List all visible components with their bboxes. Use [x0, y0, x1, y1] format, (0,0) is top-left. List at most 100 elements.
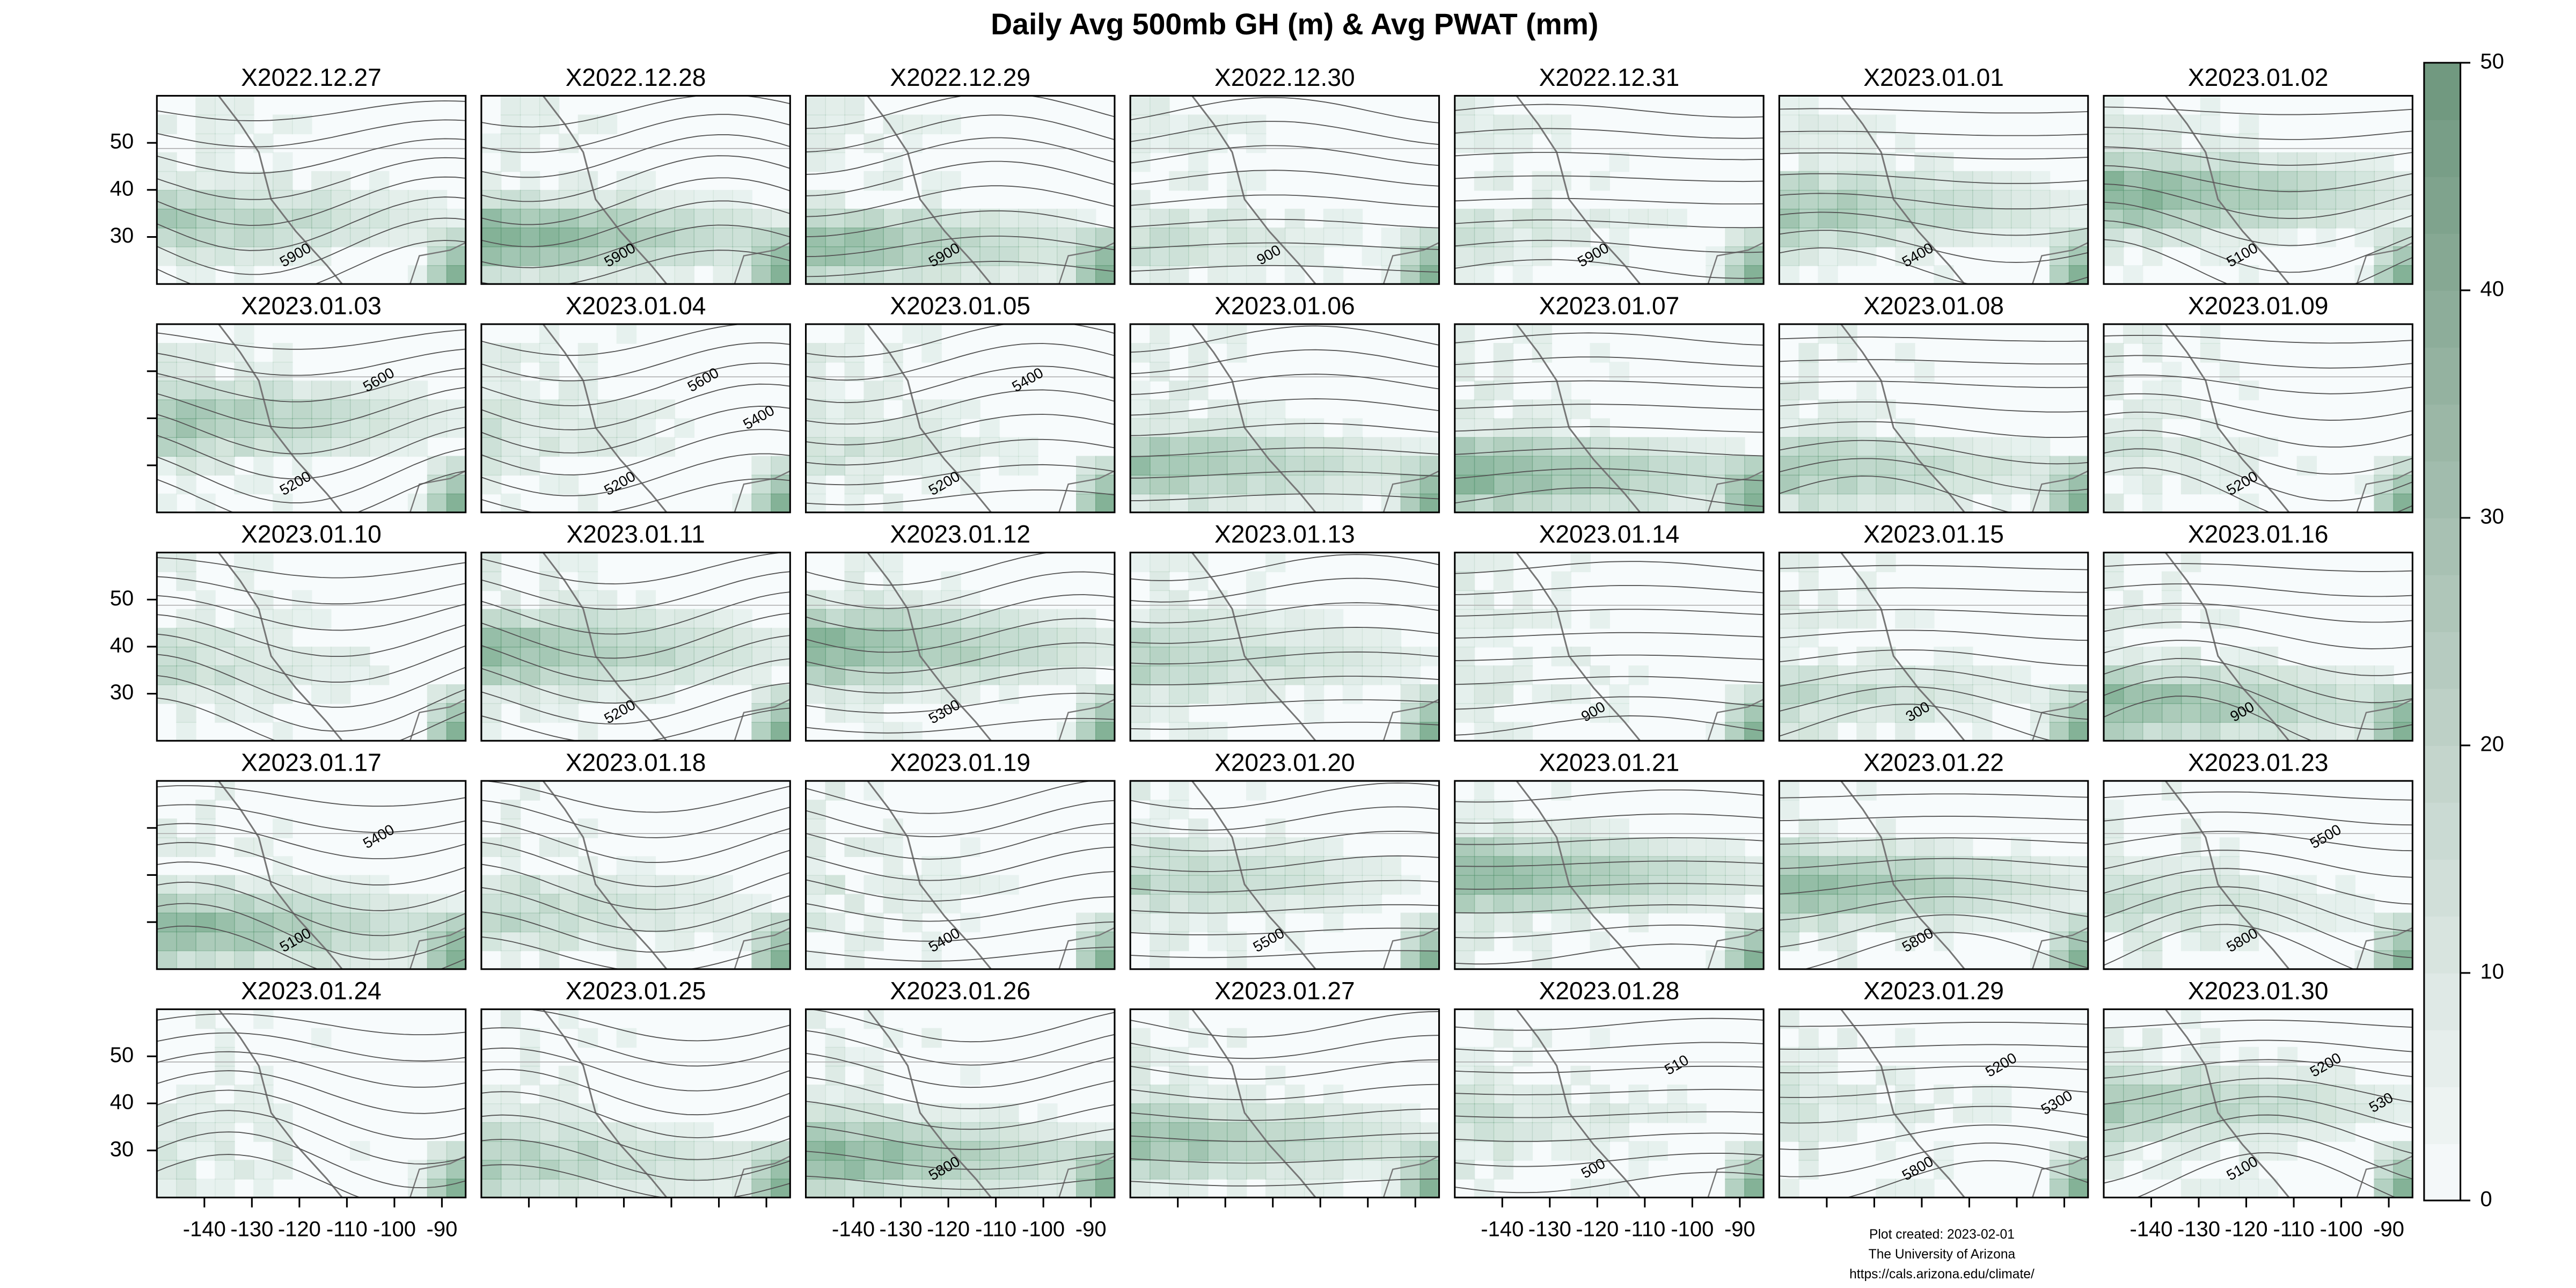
- shading-cell: [825, 781, 845, 801]
- shading-cell: [1454, 324, 1475, 344]
- shading-cell: [195, 1179, 216, 1198]
- shading-cell: [500, 96, 521, 116]
- shading-cell: [427, 246, 448, 266]
- shading-cell: [2142, 343, 2163, 363]
- shading-cell: [732, 646, 752, 667]
- shading-cell: [215, 950, 235, 969]
- shading-cell: [1130, 208, 1151, 229]
- shading-cell: [941, 114, 961, 135]
- shading-cell: [2010, 208, 2031, 229]
- shading-cell: [1284, 208, 1305, 229]
- shading-cell: [2030, 228, 2051, 247]
- contour-line: [806, 946, 1115, 962]
- shading-cell: [2374, 1160, 2394, 1180]
- contour-line: [157, 386, 466, 429]
- shading-cell: [2142, 1122, 2163, 1142]
- shading-cell: [1609, 493, 1629, 513]
- shading-cell: [292, 665, 312, 685]
- contour-line: [481, 200, 791, 247]
- shading-cell: [1323, 474, 1344, 495]
- contour-line: [1130, 1108, 1439, 1121]
- coastline: [1707, 699, 1764, 741]
- shading-cell: [2258, 208, 2279, 229]
- shading-cell: [655, 189, 676, 210]
- contour-line: [1130, 170, 1439, 187]
- shading-cell: [481, 552, 502, 573]
- shading-cell: [1837, 208, 1857, 229]
- contour-line: [2104, 791, 2413, 801]
- shading-cell: [519, 133, 540, 153]
- shading-cell: [1779, 590, 1799, 610]
- shading-cell: [157, 152, 177, 172]
- shading-cell: [806, 837, 826, 857]
- shading-cell: [863, 875, 884, 895]
- shading-cell: [1304, 1160, 1324, 1180]
- shading-cell: [539, 1084, 560, 1104]
- shading-cell: [1779, 189, 1799, 210]
- shading-cell: [1342, 627, 1363, 648]
- shading-cell: [2161, 912, 2182, 933]
- shading-cell: [732, 228, 752, 247]
- x-tick-label: -100: [373, 1217, 416, 1241]
- shading-cell: [1474, 133, 1495, 153]
- shading-cell: [751, 1141, 772, 1161]
- shading-cell: [407, 228, 428, 247]
- shading-cell: [1667, 1103, 1687, 1123]
- shading-cell: [2142, 171, 2163, 191]
- contour-line: [1130, 471, 1439, 479]
- shading-cell: [2277, 1084, 2298, 1104]
- shading-cell: [1609, 208, 1629, 229]
- shading-cell: [2180, 1046, 2201, 1067]
- shading-cell: [1493, 912, 1514, 933]
- footer-text: Plot created: 2023-02-01: [1869, 1227, 2015, 1242]
- contour-line: [2104, 850, 2413, 878]
- contour-line: [806, 464, 1115, 486]
- shading-cell: [1991, 228, 2012, 247]
- shading-cell: [215, 343, 235, 363]
- shading-cell: [500, 133, 521, 153]
- shading-cell: [1551, 856, 1572, 876]
- contour-line: [157, 861, 466, 911]
- shading-cell: [1590, 665, 1610, 685]
- shading-cell: [2180, 228, 2201, 247]
- shading-cell: [1057, 1141, 1077, 1161]
- contour-line: [157, 470, 466, 513]
- contour-line: [1130, 1059, 1439, 1080]
- shading-cell: [1551, 818, 1572, 838]
- contour-line: [481, 1139, 791, 1181]
- shading-cell: [1991, 1084, 2012, 1104]
- shading-cell: [1284, 646, 1305, 667]
- shading-cell: [1590, 894, 1610, 914]
- shading-cell: [1493, 609, 1514, 629]
- shading-cell: [1362, 627, 1382, 648]
- shading-cell: [176, 1179, 196, 1198]
- shading-cell: [1686, 875, 1707, 895]
- shading-cell: [635, 856, 656, 876]
- shading-cell: [921, 171, 942, 191]
- shading-cell: [1150, 552, 1170, 573]
- shading-cell: [1095, 646, 1115, 667]
- contour-line: [1779, 130, 2088, 136]
- shading-cell: [732, 189, 752, 210]
- shading-cell: [577, 1160, 598, 1180]
- shading-cell: [388, 189, 409, 210]
- shading-cell: [863, 380, 884, 400]
- shading-cell: [1493, 474, 1514, 495]
- shading-cell: [2123, 456, 2143, 476]
- contour-line: [1779, 877, 2088, 895]
- shading-cell: [157, 437, 177, 457]
- shading-cell: [2010, 875, 2031, 895]
- shading-cell: [195, 1122, 216, 1142]
- shading-cell: [1188, 474, 1209, 495]
- shading-cell: [1876, 171, 1896, 191]
- shading-cell: [2180, 437, 2201, 457]
- shading-cell: [693, 1122, 714, 1142]
- shading-cell: [539, 894, 560, 914]
- shading-cell: [1991, 437, 2012, 457]
- shading-cell: [1323, 265, 1344, 284]
- shading-cell: [1130, 1028, 1151, 1048]
- panel-content: 900: [1454, 552, 1764, 741]
